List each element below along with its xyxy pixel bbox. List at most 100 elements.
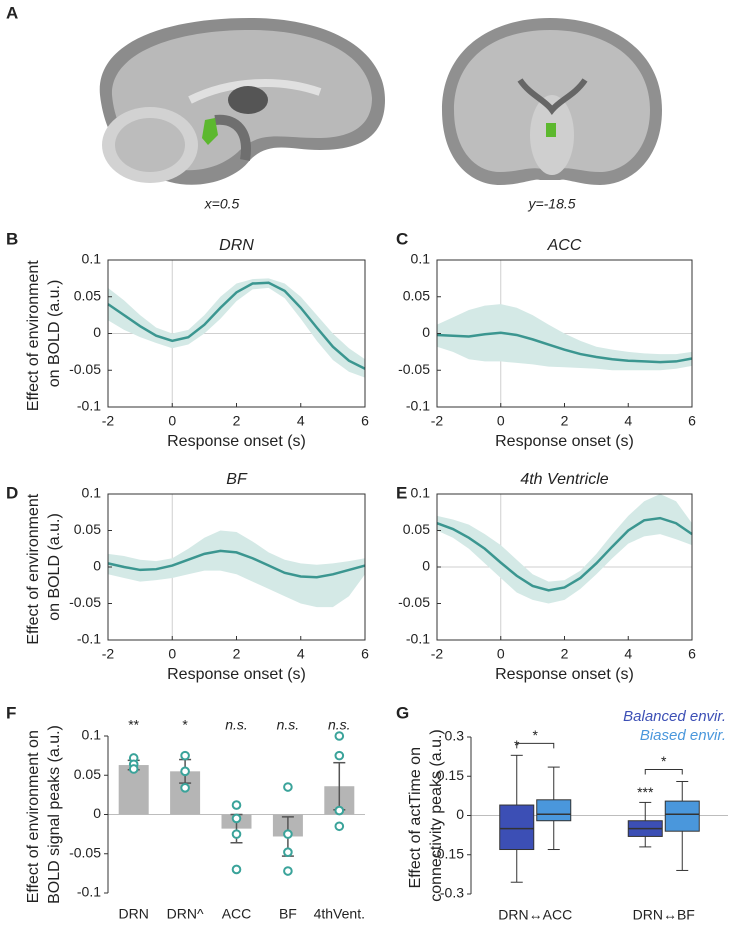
data-point xyxy=(180,750,190,761)
x-tick-label: 0 xyxy=(497,413,505,429)
data-point xyxy=(283,782,293,792)
y-tick-label: 0.1 xyxy=(411,485,431,501)
x-axis-label: Response onset (s) xyxy=(495,666,634,683)
y-tick-label: -0.05 xyxy=(69,594,101,610)
y-tick-label: 0.1 xyxy=(411,251,431,267)
significance-label: n.s. xyxy=(328,717,351,733)
panel-letter: G xyxy=(396,703,409,722)
x-tick-label: 4 xyxy=(297,646,305,662)
x-tick-label: 4thVent. xyxy=(314,906,365,922)
significance-label: * xyxy=(182,717,188,733)
x-tick-label: DRN↔BF xyxy=(633,907,695,923)
coronal-slice xyxy=(442,18,662,185)
y-axis-label: Effect of environment on BOLD (a.u.) xyxy=(25,256,63,411)
y-tick-label: 0.05 xyxy=(74,287,101,303)
legend-entry: Balanced envir. xyxy=(623,708,726,725)
comparison-bracket xyxy=(644,768,683,775)
x-axis-label: Response onset (s) xyxy=(167,433,306,450)
box xyxy=(664,800,700,832)
data-point xyxy=(180,766,190,777)
data-point xyxy=(283,866,293,876)
x-tick-label: -2 xyxy=(431,413,444,429)
y-tick-label: 0 xyxy=(456,806,464,822)
x-tick-label: 2 xyxy=(233,413,241,429)
panel-letter: D xyxy=(6,483,18,502)
y-tick-label: -0.1 xyxy=(77,631,101,647)
data-point xyxy=(231,813,242,824)
x-tick-label: ACC xyxy=(222,906,252,922)
y-tick-label: 0.1 xyxy=(82,485,102,501)
comparison-label: * xyxy=(533,727,539,743)
y-tick-label: 0 xyxy=(93,558,101,574)
x-tick-label: -2 xyxy=(431,646,444,662)
y-tick-label: 0.05 xyxy=(74,766,101,782)
box xyxy=(499,804,535,851)
x-tick-label: DRN^ xyxy=(167,906,204,922)
x-tick-label: BF xyxy=(279,906,297,922)
x-tick-label: DRN↔ACC xyxy=(498,907,572,923)
line xyxy=(107,281,366,370)
sagittal-slice xyxy=(99,18,386,185)
comparison-label: * xyxy=(661,753,667,769)
data-point xyxy=(334,821,345,832)
data-point xyxy=(283,829,293,839)
legend-entry: Biased envir. xyxy=(640,727,726,744)
x-tick-label: 6 xyxy=(688,646,696,662)
x-tick-label: -2 xyxy=(102,413,115,429)
y-tick-label: 0.05 xyxy=(403,287,430,303)
chart-title: BF xyxy=(226,471,248,488)
y-tick-label: 0.05 xyxy=(403,521,430,537)
y-tick-label: -0.1 xyxy=(406,631,430,647)
panel-letter: C xyxy=(396,229,408,248)
x-axis-label: Response onset (s) xyxy=(495,433,634,450)
x-tick-label: 6 xyxy=(361,413,369,429)
y-axis-label: Effect of environment on BOLD (a.u.) xyxy=(25,489,63,644)
y-tick-label: -0.1 xyxy=(406,398,430,414)
data-point xyxy=(231,864,242,875)
y-tick-label: 0.15 xyxy=(437,767,464,783)
confidence-band xyxy=(108,278,365,378)
y-tick-label: -0.05 xyxy=(398,594,430,610)
line xyxy=(436,516,693,592)
data-point xyxy=(334,805,345,816)
chart-title: ACC xyxy=(547,237,582,254)
y-tick-label: 0 xyxy=(422,324,430,340)
y-tick-label: -0.1 xyxy=(77,884,101,900)
x-tick-label: 2 xyxy=(561,413,569,429)
x-tick-label: 2 xyxy=(233,646,241,662)
line xyxy=(436,331,693,364)
y-tick-label: -0.05 xyxy=(69,844,101,860)
y-axis-label: Effect of environment on BOLD signal pea… xyxy=(25,725,63,904)
line xyxy=(107,549,366,579)
slice-caption: x=0.5 xyxy=(204,196,240,212)
x-tick-label: 6 xyxy=(361,646,369,662)
data-point xyxy=(231,800,242,810)
chart-title: DRN xyxy=(219,237,254,254)
x-tick-label: 6 xyxy=(688,413,696,429)
panel-letter: B xyxy=(6,229,18,248)
y-tick-label: -0.05 xyxy=(69,361,101,377)
data-point xyxy=(180,783,190,793)
slice-caption: y=-18.5 xyxy=(527,196,575,212)
confidence-band xyxy=(108,530,365,608)
panel-letter: F xyxy=(6,703,16,722)
y-tick-label: -0.3 xyxy=(440,885,464,901)
x-axis-label: Response onset (s) xyxy=(167,666,306,683)
chart-title: 4th Ventricle xyxy=(520,471,608,488)
confidence-band xyxy=(437,494,692,604)
box xyxy=(536,799,572,822)
y-tick-label: 0.1 xyxy=(82,727,102,743)
confidence-band xyxy=(437,304,692,371)
y-tick-label: 0 xyxy=(93,805,101,821)
data-point xyxy=(334,731,345,741)
y-tick-label: 0 xyxy=(422,558,430,574)
x-tick-label: DRN xyxy=(119,906,149,922)
data-point xyxy=(128,764,139,774)
x-tick-label: 2 xyxy=(561,646,569,662)
y-tick-label: 0.3 xyxy=(445,728,465,744)
y-tick-label: 0 xyxy=(93,324,101,340)
x-tick-label: 0 xyxy=(168,646,176,662)
y-tick-label: 0.05 xyxy=(74,521,101,537)
